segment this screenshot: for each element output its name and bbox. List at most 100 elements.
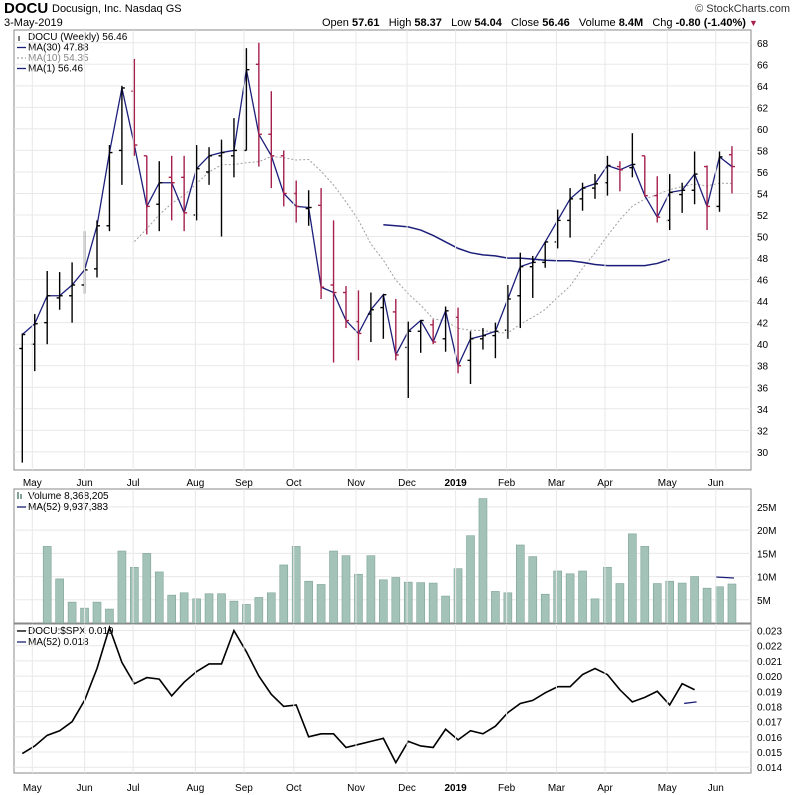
chart-header: DOCU Docusign, Inc. Nasdaq GS 3-May-2019… [0,0,800,30]
volume-bar [441,595,450,624]
legend-volume-icon [20,494,22,499]
month-label-bottom: Apr [597,783,613,794]
month-label-price: Mar [548,478,566,489]
volume-bar [192,598,201,624]
month-label-bottom: Aug [186,783,204,794]
volume-tick-label: 15M [757,549,776,560]
volume-bar [615,583,625,624]
ohlc-bar [704,165,711,231]
ohlc-bar [106,145,113,232]
month-label-bottom: Mar [548,783,566,794]
stockcharts-brand[interactable]: © StockCharts.com [695,3,790,15]
ohlc-bar [168,155,175,221]
volume-bar [167,594,176,624]
ratio-line [21,624,695,765]
ohlc-bar [716,151,723,212]
ratio-tick-label: 0.016 [757,733,782,744]
volume-bar [466,535,475,624]
volume-bar [179,592,189,624]
volume-bar [652,583,662,624]
ohlc-bar [330,220,337,363]
volume-bar [628,533,637,624]
volume-legend-entry: Volume 8,368,205 [28,491,109,502]
company-name: Docusign, Inc. Nasdaq GS [52,3,182,15]
price-tick-label: 52 [757,211,769,222]
stat-chg-label: Chg [652,17,673,29]
stat-volume-label: Volume [578,17,616,29]
price-tick-label: 50 [757,233,769,244]
ohlc-bar [367,292,374,343]
volume-bar [366,555,376,624]
volume-bar [540,593,550,624]
volume-bar [105,608,114,624]
stat-volume-value: 8.4M [618,17,644,29]
price-tick-label: 56 [757,168,769,179]
price-tick-label: 68 [757,39,769,50]
ohlc-bar [467,331,474,385]
stat-low-label: Low [451,17,472,29]
close-line [21,69,733,368]
month-label-price: Jun [708,478,724,489]
volume-bar [329,550,338,624]
volume-bar [217,593,226,624]
ohlc-bar [19,333,26,463]
stat-open-label: Open [322,17,349,29]
ohlc-bar [268,91,275,189]
volume-bar [142,553,152,624]
price-panel: 30 32 34 36 38 40 42 44 46 48 50 52 54 56 58 60 62 64 66 68… [13,29,769,471]
ohlc-bar [592,174,598,199]
ohlc-bar [567,188,574,238]
volume-bar [279,564,289,624]
ratio-tick-label: 0.019 [757,687,782,698]
volume-bar [702,587,712,624]
stat-chg-value: -0.80 (-1.40%) [675,17,746,29]
stat-high-value: 58.37 [414,17,442,29]
stat-high-label: High [388,17,412,29]
volume-bar [229,600,239,624]
x-axis: May May Jun Jun Jul Jul Aug Aug Sep Sep Oct Oct Nov N… [23,30,724,794]
price-tick-label: 60 [757,125,769,136]
month-label-price: Jul [127,478,140,489]
volume-bar [316,584,326,624]
volume-bar [391,577,401,624]
ratio-legend-entry: DOCU:$SPX 0.019 [28,626,114,637]
volume-bar [677,582,687,624]
month-label-price: Oct [286,478,302,489]
volume-bar [428,582,438,624]
stat-open-value: 57.61 [351,17,380,29]
ohlc-bar [181,155,188,232]
ohlc-bar [94,220,100,278]
ohlc-bar [318,188,325,299]
ohlc-bar [579,182,586,211]
volume-tick-label: 20M [757,526,776,537]
ma30-line [383,223,670,267]
month-label-price: Dec [398,478,416,489]
ohlc-bar [206,147,213,185]
ohlc-bar [654,176,661,223]
price-tick-label: 42 [757,319,769,330]
panel-frame [13,29,752,471]
month-label-bottom: Feb [498,783,516,794]
ratio-tick-label: 0.020 [757,672,782,683]
chg-down-icon: ▼ [748,18,758,28]
relative-strength-panel: 0.014 0.015 0.016 0.017 0.018 0.019 0.020 0.021… [13,623,782,774]
ohlc-bar [392,298,399,361]
price-tick-label: 32 [757,426,769,437]
stat-close-value: 56.46 [542,17,570,29]
price-tick-label: 58 [757,146,769,157]
price-legend-entry: MA(10) 54.35 [28,53,89,64]
volume-bar [379,579,388,624]
month-label-bottom: Jun [708,783,724,794]
volume-bar [565,573,575,624]
volume-bar [242,604,251,624]
volume-bar [727,583,737,624]
ratio-tick-label: 0.015 [757,748,782,759]
volume-bar [453,568,463,624]
ohlc-bar [616,161,623,192]
legend-volume-icon [17,492,19,499]
ohlc-bar [230,118,237,178]
price-tick-label: 30 [757,448,769,459]
ohlc-bar [691,151,698,205]
stat-close-label: Close [511,17,540,29]
month-label-price: Sep [235,478,253,489]
